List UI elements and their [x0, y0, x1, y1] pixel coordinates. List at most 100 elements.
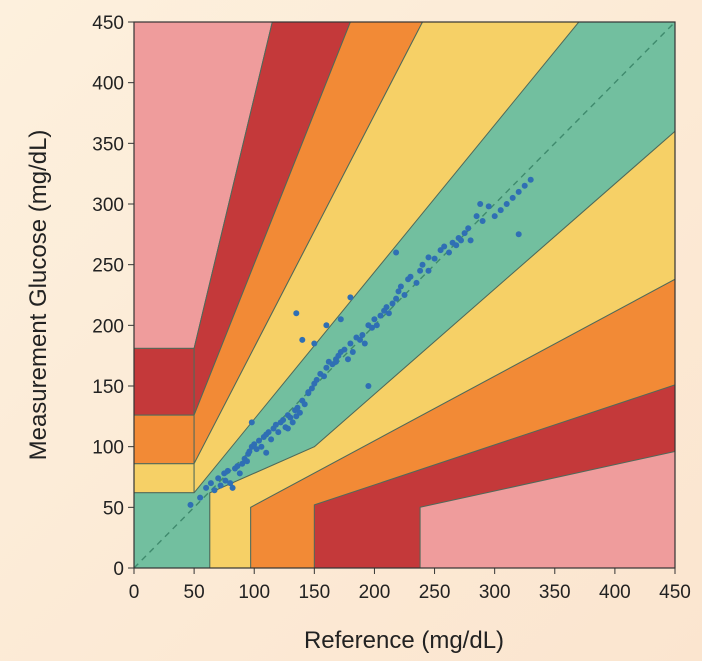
data-point: [477, 201, 484, 207]
data-point: [289, 419, 296, 426]
data-point: [479, 218, 486, 224]
data-point: [234, 463, 241, 470]
data-point: [425, 254, 432, 261]
data-point: [287, 414, 294, 421]
x-tick-label: 300: [479, 582, 511, 603]
data-point: [397, 283, 404, 290]
data-point: [345, 356, 351, 363]
data-point: [294, 404, 301, 411]
data-point: [293, 310, 300, 317]
data-point: [244, 458, 250, 465]
y-tick-label: 200: [92, 316, 124, 337]
data-point: [313, 376, 320, 383]
data-point: [515, 231, 522, 238]
data-point: [258, 443, 265, 450]
x-tick-label: 100: [238, 582, 270, 603]
data-point: [385, 310, 392, 317]
y-tick-label: 400: [92, 74, 124, 95]
data-point: [253, 446, 260, 453]
data-point: [224, 467, 231, 474]
data-point: [373, 322, 380, 329]
data-point: [236, 470, 243, 477]
data-point: [383, 304, 390, 311]
y-tick-label: 250: [92, 256, 124, 277]
data-point: [239, 460, 246, 467]
x-tick-label: 0: [129, 582, 140, 603]
zone-b-upper-left-block: [134, 463, 195, 494]
data-point: [308, 385, 315, 392]
data-point: [265, 429, 272, 436]
data-point: [301, 401, 308, 408]
data-point: [246, 448, 253, 455]
data-point: [272, 421, 279, 428]
y-tick-label: 150: [92, 377, 124, 398]
data-point: [467, 237, 474, 244]
identity-line: [134, 22, 675, 568]
data-point: [217, 482, 224, 489]
data-point: [203, 484, 210, 491]
data-point: [515, 188, 522, 195]
data-point: [419, 261, 426, 268]
data-point: [284, 425, 291, 432]
data-point: [485, 203, 492, 210]
data-point: [458, 237, 464, 244]
data-point: [251, 441, 258, 448]
data-point: [296, 409, 303, 416]
data-point: [229, 484, 236, 491]
data-point: [359, 332, 366, 338]
data-point: [323, 322, 330, 329]
data-point: [473, 213, 480, 220]
data-point: [333, 358, 339, 365]
data-point: [227, 480, 234, 487]
data-point: [491, 213, 498, 220]
data-point: [337, 316, 344, 323]
data-point: [401, 292, 408, 298]
x-tick-label: 350: [539, 582, 571, 603]
x-axis-ticks: 0 50 100 150 200 250 300 350 400 450: [129, 568, 691, 603]
data-point: [446, 249, 452, 256]
data-point: [393, 249, 400, 256]
data-point: [256, 437, 262, 444]
data-point: [377, 312, 384, 319]
data-point: [497, 207, 504, 214]
data-point: [417, 267, 424, 274]
y-tick-label: 100: [92, 438, 124, 459]
data-point: [215, 475, 222, 482]
data-point: [311, 340, 318, 347]
data-point: [321, 373, 327, 380]
zone-e-lower-final: [419, 451, 675, 568]
x-tick-label: 450: [659, 582, 691, 603]
y-tick-label: 0: [113, 559, 124, 580]
data-point: [211, 487, 218, 494]
y-axis-title: Measurement Glucose (mg/dL): [25, 130, 52, 461]
data-point: [425, 267, 432, 274]
data-point: [357, 336, 363, 343]
data-point: [461, 230, 468, 237]
data-points: [187, 176, 534, 508]
data-point: [465, 225, 472, 232]
data-point: [441, 243, 448, 250]
y-tick-label: 450: [92, 13, 124, 34]
data-point: [275, 429, 282, 436]
data-point: [527, 176, 534, 183]
data-point: [323, 364, 330, 371]
data-point: [347, 294, 354, 301]
plot-frame: [133, 21, 676, 569]
data-point: [347, 340, 354, 347]
zone-d-upper-left-block: [134, 347, 195, 416]
y-tick-label: 50: [103, 498, 124, 519]
data-point: [280, 417, 287, 423]
y-tick-label: 350: [92, 134, 124, 155]
data-point: [305, 389, 312, 396]
data-point: [299, 336, 306, 343]
y-tick-label: 300: [92, 195, 124, 216]
data-point: [371, 316, 378, 323]
data-point: [389, 300, 396, 307]
data-point: [268, 436, 275, 443]
zone-c-upper-left-block: [134, 414, 195, 465]
x-tick-label: 400: [599, 582, 631, 603]
data-point: [413, 279, 420, 286]
data-point: [509, 194, 516, 201]
data-point: [187, 501, 194, 508]
